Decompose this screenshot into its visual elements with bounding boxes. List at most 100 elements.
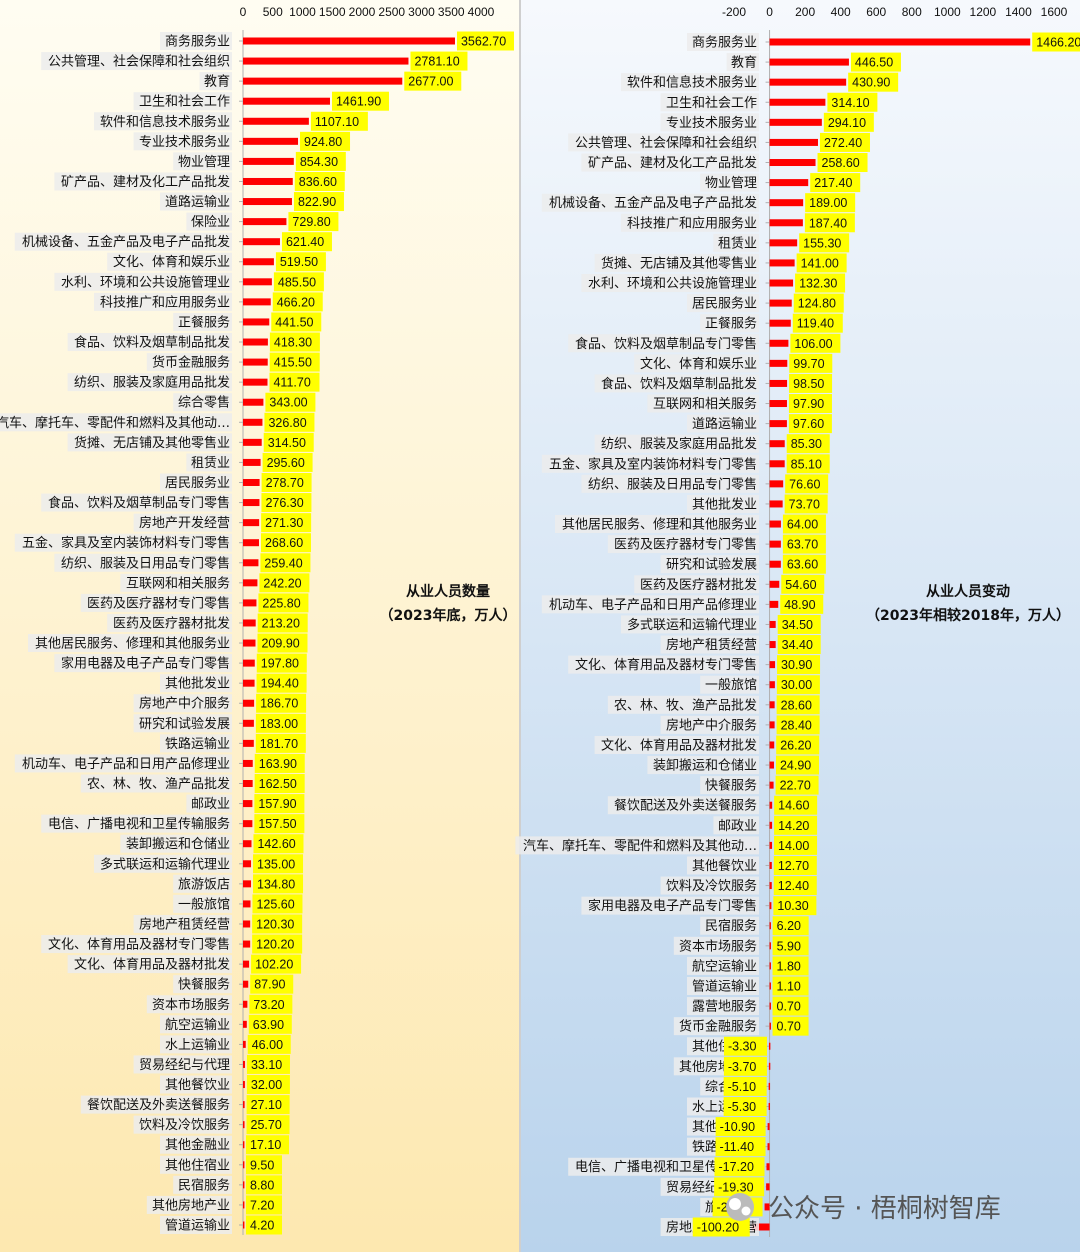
value-label: 162.50 (259, 777, 297, 791)
value-label-bg (253, 854, 304, 874)
category-label: 其他居民服务、修理和其他服务业 (562, 517, 757, 533)
value-label-bg (246, 1095, 290, 1115)
bar (769, 741, 775, 749)
value-label: 271.30 (265, 516, 303, 530)
bar (769, 38, 1031, 46)
bar (243, 378, 268, 386)
value-label: 4.20 (250, 1219, 274, 1233)
value-label: 34.50 (782, 618, 813, 632)
value-label-bg (804, 213, 855, 233)
value-label-bg (264, 412, 315, 432)
bar (243, 900, 251, 908)
value-label: 48.90 (784, 598, 815, 612)
category-label: 其他房地产业 (152, 1197, 230, 1213)
bar (769, 942, 771, 950)
value-label-bg (456, 31, 514, 51)
value-label-bg (410, 51, 468, 71)
value-label-bg (253, 834, 304, 854)
category-label-bg (607, 695, 759, 714)
value-label-bg (723, 1096, 767, 1116)
category-label: 农、林、牧、渔产品批发 (87, 776, 230, 792)
value-label: 142.60 (257, 837, 295, 851)
category-label-bg (41, 935, 233, 954)
category-label-bg (160, 473, 232, 492)
value-label-bg (775, 775, 819, 795)
category-label: 机械设备、五金产品及电子产品批发 (22, 234, 230, 250)
category-label-bg (621, 213, 759, 232)
category-label-bg (687, 997, 759, 1016)
value-label: 30.00 (781, 678, 812, 692)
value-label-bg (715, 1117, 766, 1137)
value-label: 73.70 (789, 497, 820, 511)
category-label: 其他批发业 (692, 496, 757, 512)
bar (769, 982, 771, 990)
bar (243, 519, 260, 527)
x-tick-label: 4000 (468, 5, 495, 19)
category-label-bg (133, 132, 232, 151)
category-label: 五金、家具及室内装饰材料专门零售 (549, 456, 757, 472)
category-label: 商务服务业 (692, 35, 757, 51)
category-label-bg (160, 1135, 232, 1154)
value-label-bg (774, 795, 818, 815)
value-label: 102.20 (255, 958, 293, 972)
value-label: 1466.20 (1036, 36, 1080, 50)
value-label-bg (269, 372, 320, 392)
value-label: 343.00 (269, 396, 307, 410)
category-label: 其他居民服务、修理和其他服务业 (35, 636, 230, 652)
value-label-bg (817, 153, 868, 173)
value-label-bg (295, 151, 346, 171)
x-tick-label: 2500 (378, 5, 405, 19)
left-chart-title-line1: 从业人员数量 (406, 583, 490, 600)
category-label-bg (67, 333, 232, 352)
category-label-bg (594, 253, 759, 272)
value-label-bg (246, 1054, 290, 1074)
value-label: 242.20 (263, 576, 301, 590)
value-label-bg (257, 613, 308, 633)
category-label: 多式联运和运输代理业 (100, 856, 230, 872)
value-label-bg (269, 352, 320, 372)
bar (243, 97, 330, 105)
watermark: 公众号 · 梧桐树智库 (726, 1193, 1001, 1224)
category-label: 租赁业 (191, 456, 230, 471)
value-label: 213.20 (262, 616, 300, 630)
value-label: 155.30 (803, 236, 841, 250)
value-label: 294.10 (828, 116, 866, 130)
bar (243, 458, 261, 466)
value-label: 27.10 (251, 1098, 282, 1112)
category-label-bg (541, 454, 759, 473)
value-label-bg (281, 232, 332, 252)
value-label-bg (260, 553, 311, 573)
value-label-bg (714, 1177, 765, 1197)
category-label: 食品、饮料及烟草制品批发 (74, 335, 230, 351)
category-label-bg (133, 1115, 232, 1134)
value-label: 87.90 (254, 978, 285, 992)
category-label-bg (541, 595, 759, 614)
category-label-bg (146, 1195, 232, 1214)
category-label: 餐饮配送及外卖送餐服务 (614, 798, 757, 814)
value-label-bg (261, 513, 312, 533)
value-label: 34.40 (782, 638, 813, 652)
value-label: 9.50 (250, 1158, 274, 1172)
category-label-bg (14, 232, 232, 251)
category-label: 资本市场服务 (679, 938, 757, 954)
category-label: 电信、广播电视和卫星传输服务 (48, 816, 230, 832)
category-label: 快餐服务 (705, 778, 757, 794)
bar (243, 478, 260, 486)
category-label: 资本市场服务 (152, 997, 230, 1013)
x-tick-label: 400 (831, 5, 851, 19)
bar (243, 639, 256, 647)
value-label-bg (256, 673, 307, 693)
category-label: 装卸搬运和仓储业 (126, 836, 230, 852)
category-label: 货币金融服务 (679, 1019, 757, 1035)
value-label-bg (805, 193, 856, 213)
category-label: 互联网和相关服务 (653, 396, 757, 412)
x-tick-label: -200 (722, 5, 746, 19)
category-label-bg (186, 794, 232, 813)
x-tick-label: 1000 (934, 5, 961, 19)
category-label-bg (54, 553, 233, 572)
bar (243, 37, 455, 45)
value-label: 1.80 (777, 959, 801, 973)
bar (243, 117, 309, 125)
category-label: 专业技术服务业 (666, 115, 757, 131)
bar (769, 701, 775, 709)
